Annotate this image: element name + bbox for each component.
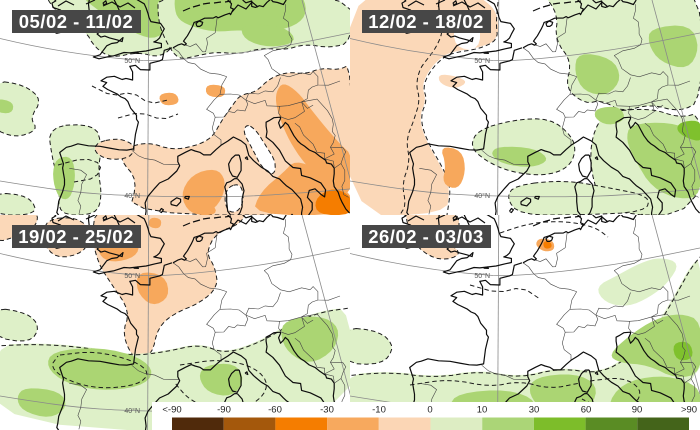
svg-text:<-90: <-90 [162,405,181,416]
svg-text:90: 90 [632,405,643,416]
svg-text:12/02 - 18/02: 12/02 - 18/02 [368,11,484,32]
svg-text:30: 30 [529,405,540,416]
svg-text:-90: -90 [217,405,231,416]
svg-text:-30: -30 [320,405,334,416]
svg-text:26/02 - 03/03: 26/02 - 03/03 [368,226,484,247]
svg-text:0: 0 [427,405,432,416]
svg-text:10: 10 [477,405,488,416]
svg-text:60: 60 [581,405,592,416]
svg-text:-60: -60 [268,405,282,416]
svg-text:19/02 - 25/02: 19/02 - 25/02 [18,226,134,247]
svg-text:-10: -10 [372,405,386,416]
svg-text:>90: >90 [681,405,697,416]
svg-text:05/02 - 11/02: 05/02 - 11/02 [19,11,134,32]
